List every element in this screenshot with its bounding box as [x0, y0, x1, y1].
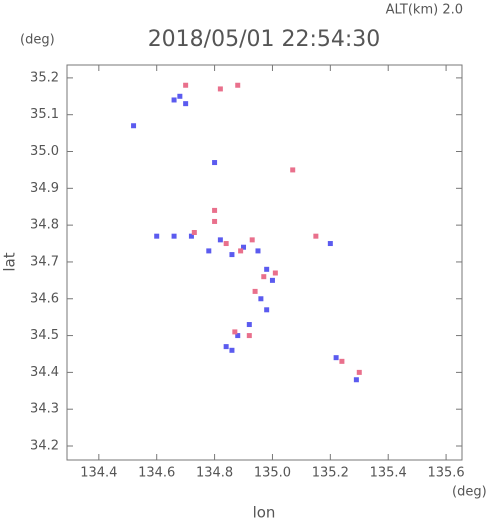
echo-point — [171, 233, 177, 239]
x-axis-label: lon — [253, 504, 276, 521]
echo-point — [264, 307, 270, 313]
x-tick-label: 134.4 — [80, 466, 117, 481]
echo-point — [188, 233, 194, 239]
echo-point — [217, 237, 223, 243]
y-tick-label: 35.0 — [30, 144, 59, 159]
echo-point — [235, 82, 241, 88]
echo-point — [235, 333, 241, 339]
y-tick-label: 34.4 — [30, 365, 59, 380]
echo-point — [327, 241, 333, 247]
echo-point — [177, 93, 183, 99]
echo-point — [171, 97, 177, 103]
echo-point — [252, 288, 258, 294]
echo-point — [183, 82, 189, 88]
echo-point — [229, 347, 235, 353]
y-tick-label: 34.7 — [30, 254, 59, 269]
echo-point — [206, 248, 212, 254]
echo-point — [313, 233, 319, 239]
x-tick-label: 135.0 — [254, 466, 291, 481]
x-tick-label: 135.2 — [312, 466, 349, 481]
echo-point — [232, 329, 238, 335]
echo-point — [217, 86, 223, 92]
chart-title: 2018/05/01 22:54:30 — [148, 27, 381, 52]
x-tick-label: 134.8 — [196, 466, 233, 481]
echo-point — [212, 160, 218, 166]
echo-point — [183, 101, 189, 107]
y-tick-label: 35.2 — [30, 70, 59, 85]
echo-point — [229, 252, 235, 258]
echo-point — [223, 241, 229, 247]
x-tick-label: 135.6 — [427, 466, 464, 481]
echo-point — [212, 207, 218, 213]
echo-point — [272, 270, 278, 276]
y-tick-label: 35.1 — [30, 107, 59, 122]
x-tick-label: 134.6 — [138, 466, 175, 481]
echo-point — [246, 322, 252, 328]
echo-point — [339, 358, 345, 364]
echo-point — [264, 266, 270, 272]
y-tick-label: 34.9 — [30, 181, 59, 196]
echo-point — [223, 344, 229, 350]
y-tick-label: 34.3 — [30, 402, 59, 417]
y-tick-label: 34.8 — [30, 218, 59, 233]
echo-point — [131, 123, 137, 129]
echo-point — [246, 333, 252, 339]
echo-point — [241, 244, 247, 250]
echo-point — [353, 377, 359, 383]
echo-point — [269, 277, 275, 283]
echo-point — [290, 167, 296, 173]
y-unit: (deg) — [20, 33, 55, 48]
subtitle: ALT(km) 2.0 — [386, 3, 463, 18]
y-tick-label: 34.5 — [30, 328, 59, 343]
x-unit: (deg) — [452, 485, 487, 500]
plot-frame — [66, 64, 463, 461]
echo-point — [212, 218, 218, 224]
y-tick-label: 34.6 — [30, 291, 59, 306]
echo-point — [258, 296, 264, 302]
echo-point — [255, 248, 261, 254]
echo-point — [191, 229, 197, 235]
x-tick-label: 135.4 — [370, 466, 407, 481]
y-axis-label: lat — [1, 252, 19, 271]
echo-point — [356, 369, 362, 375]
echo-point — [333, 355, 339, 361]
echo-point — [154, 233, 160, 239]
y-tick-label: 34.2 — [30, 439, 59, 454]
echo-point — [249, 237, 255, 243]
echo-point — [238, 248, 244, 254]
echo-point — [261, 274, 267, 280]
